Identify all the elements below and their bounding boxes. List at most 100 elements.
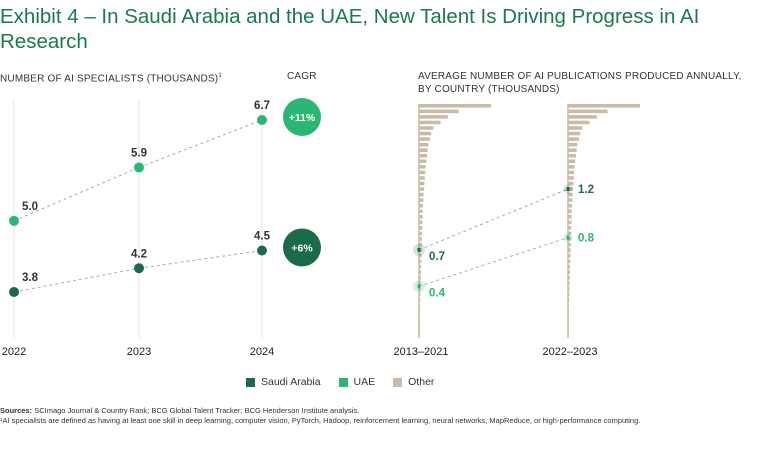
- other-country-bar: [419, 126, 434, 130]
- other-country-bar: [419, 109, 459, 114]
- footnote-line: ¹AI specialists are defined as having at…: [0, 416, 641, 425]
- data-point: [257, 245, 267, 256]
- cagr-header: CAGR: [287, 71, 317, 82]
- legend-swatch-other: [393, 377, 403, 387]
- other-country-bar: [568, 176, 574, 180]
- data-label: 6.7: [254, 100, 270, 112]
- other-country-bar: [568, 242, 571, 247]
- series-connector: [418, 237, 569, 287]
- data-label: 5.9: [131, 147, 147, 159]
- highlight-bar: [566, 187, 570, 191]
- other-country-bar: [419, 276, 421, 280]
- other-country-bar: [568, 226, 572, 230]
- other-country-bar: [568, 209, 572, 214]
- x-tick-label: 2022: [2, 346, 26, 358]
- other-country-bar: [419, 159, 427, 164]
- x-tick-label: 2013–2021: [393, 346, 448, 358]
- other-country-bar: [568, 220, 572, 225]
- other-country-bar: [419, 131, 432, 136]
- other-country-bar: [419, 264, 422, 269]
- other-country-bar: [419, 292, 421, 297]
- other-country-bar: [568, 115, 597, 119]
- right-chart-header-line2: BY COUNTRY (THOUSANDS): [418, 84, 560, 95]
- other-country-bar: [419, 192, 424, 197]
- other-country-bar: [419, 198, 424, 202]
- other-country-bar: [568, 148, 577, 152]
- other-country-bar: [568, 142, 578, 147]
- data-point: [9, 287, 19, 297]
- legend-swatch-saudi: [246, 377, 255, 387]
- legend-label-uae: UAE: [353, 376, 376, 388]
- exhibit-title: Exhibit 4 – In Saudi Arabia and the UAE,…: [0, 5, 700, 53]
- other-country-bar: [568, 326, 569, 330]
- other-country-bar: [568, 292, 570, 297]
- other-country-bar: [568, 287, 570, 291]
- other-country-bar: [568, 303, 570, 308]
- x-tick-label: 2022–2023: [542, 346, 597, 358]
- legend-swatch-uae: [338, 377, 348, 387]
- legend-item-other: Other: [393, 376, 434, 388]
- data-label: 4.5: [254, 230, 271, 242]
- other-country-bar: [419, 181, 425, 186]
- other-country-bar: [568, 165, 575, 169]
- other-country-bar: [419, 270, 422, 275]
- highlight-bar: [566, 235, 570, 240]
- left-chart-header: NUMBER OF AI SPECIALISTS (THOUSANDS)1: [0, 70, 222, 85]
- other-country-bar: [419, 287, 421, 291]
- other-country-bar: [419, 104, 491, 108]
- other-country-bar: [568, 320, 569, 325]
- other-country-bar: [568, 109, 608, 114]
- legend-label-saudi: Saudi Arabia: [261, 376, 321, 388]
- other-country-bar: [419, 303, 421, 308]
- other-country-bar: [568, 276, 570, 280]
- other-country-bar: [419, 326, 420, 330]
- other-country-bar: [568, 231, 572, 236]
- other-country-bar: [568, 309, 569, 313]
- other-country-bar: [568, 203, 572, 208]
- other-country-bar: [419, 281, 421, 286]
- other-country-bar: [419, 165, 426, 169]
- series-line-segment: [138, 119, 263, 168]
- other-country-bar: [419, 331, 420, 336]
- other-country-bar: [568, 131, 581, 136]
- legend-item-saudi: Saudi Arabia: [246, 376, 321, 388]
- data-point: [9, 215, 19, 226]
- data-label: 0.8: [578, 233, 595, 245]
- other-country-bar: [419, 320, 420, 325]
- other-country-bar: [419, 203, 423, 208]
- series-line-segment: [138, 249, 263, 269]
- other-country-bar: [568, 153, 576, 158]
- other-country-bar: [419, 253, 422, 258]
- cagr-badge: [283, 98, 321, 136]
- other-country-bar: [568, 248, 571, 252]
- other-country-bar: [419, 226, 423, 230]
- other-country-bar: [568, 314, 569, 319]
- other-country-bar: [568, 264, 571, 269]
- data-label: 4.2: [131, 248, 147, 260]
- other-country-bar: [419, 309, 420, 313]
- other-country-bar: [568, 159, 576, 164]
- data-label: 3.8: [22, 272, 39, 284]
- other-country-bar: [568, 198, 573, 202]
- legend-item-uae: UAE: [338, 376, 376, 388]
- data-point: [134, 263, 144, 274]
- legend-label-other: Other: [408, 376, 435, 388]
- data-label: 0.7: [429, 251, 445, 263]
- other-country-bar: [419, 187, 425, 191]
- data-point: [134, 162, 144, 173]
- sources-text: SCImago Journal & Country Rank; BCG Glob…: [34, 406, 360, 415]
- legend: Saudi Arabia UAE Other: [246, 376, 434, 388]
- other-country-bar: [419, 176, 425, 180]
- other-country-bar: [419, 137, 430, 141]
- other-country-bar: [568, 187, 574, 191]
- data-point: [257, 115, 267, 125]
- other-country-bar: [419, 170, 426, 175]
- series-connector: [418, 188, 569, 251]
- highlight-bar: [417, 284, 421, 289]
- other-country-bar: [568, 331, 569, 336]
- footnote-marker: 1: [218, 73, 222, 79]
- other-country-bar: [419, 220, 423, 225]
- other-country-bar: [419, 259, 422, 263]
- highlight-bar: [417, 247, 421, 252]
- cagr-label: +6%: [291, 242, 313, 254]
